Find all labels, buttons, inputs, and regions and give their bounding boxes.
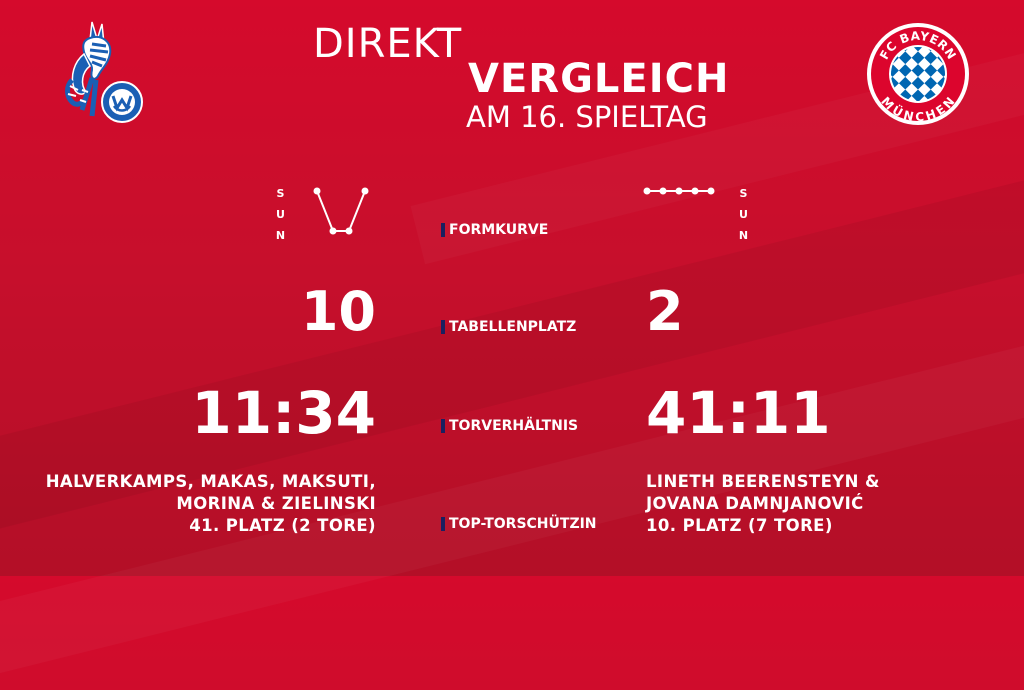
- legend-letter-s: S: [276, 187, 286, 200]
- goal-ratio-away: 41:11: [646, 379, 831, 447]
- form-point-home-1: [313, 187, 321, 195]
- form-curve-away: [643, 187, 715, 195]
- top-scorer-away-line2: JOVANA DAMNJANOVIĆ: [646, 494, 864, 513]
- legend-letter-n: N: [738, 229, 750, 242]
- form-curve-home: [313, 187, 369, 235]
- top-scorer-home: HALVERKAMPS, MAKAS, MAKSUTI, MORINA & ZI…: [46, 471, 376, 537]
- top-scorer-away: LINETH BEERENSTEYN & JOVANA DAMNJANOVIĆ …: [646, 471, 880, 537]
- goal-ratio-home: 11:34: [191, 379, 376, 447]
- top-scorer-away-line1: LINETH BEERENSTEYN &: [646, 472, 880, 491]
- title-vergleich: VERGLEICH: [468, 56, 730, 102]
- top-scorer-home-line3: 41. PLATZ (2 TORE): [189, 516, 376, 535]
- legend-letter-s: S: [739, 187, 749, 200]
- label-formkurve: FORMKURVE: [441, 222, 548, 238]
- label-tabellenplatz: TABELLENPLATZ: [441, 319, 576, 335]
- title-spieltag: AM 16. SPIELTAG: [466, 100, 708, 134]
- legend-letter-n: N: [275, 229, 287, 242]
- msv-duisburg-zebra-logo-icon: [62, 20, 146, 128]
- title-direkt: DIREKT: [313, 21, 463, 67]
- top-scorer-away-line3: 10. PLATZ (7 TORE): [646, 516, 833, 535]
- form-point-away-2: [659, 187, 667, 195]
- top-scorer-home-line1: HALVERKAMPS, MAKAS, MAKSUTI,: [45, 472, 376, 491]
- form-point-away-3: [675, 187, 683, 195]
- form-curve-line-home: [316, 190, 366, 232]
- form-legend-away: S U N: [736, 183, 752, 246]
- table-position-home: 10: [300, 280, 376, 343]
- fc-bayern-muenchen-logo-icon: FC BAYERN MÜNCHEN: [864, 20, 972, 128]
- top-scorer-home-line2: MORINA & ZIELINSKI: [176, 494, 376, 513]
- form-point-home-2: [329, 227, 337, 235]
- form-point-away-4: [691, 187, 699, 195]
- table-position-away: 2: [646, 280, 684, 343]
- legend-letter-u: U: [739, 208, 749, 221]
- form-point-home-4: [361, 187, 369, 195]
- form-point-home-3: [345, 227, 353, 235]
- legend-letter-u: U: [276, 208, 286, 221]
- form-legend-home: S U N: [273, 183, 289, 246]
- label-torverhaeltnis: TORVERHÄLTNIS: [441, 418, 578, 434]
- form-point-away-5: [707, 187, 715, 195]
- label-top-torschuetzin: TOP-TORSCHÜTZIN: [441, 516, 597, 532]
- form-point-away-1: [643, 187, 651, 195]
